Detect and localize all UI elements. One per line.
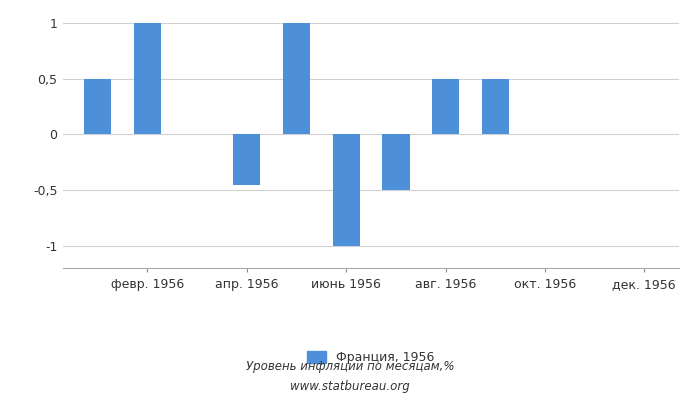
Bar — [283, 23, 310, 134]
Bar — [84, 79, 111, 134]
Bar — [432, 79, 459, 134]
Bar — [332, 134, 360, 246]
Text: Уровень инфляции по месяцам,%: Уровень инфляции по месяцам,% — [246, 360, 454, 373]
Text: www.statbureau.org: www.statbureau.org — [290, 380, 410, 393]
Legend: Франция, 1956: Франция, 1956 — [302, 346, 440, 369]
Bar — [382, 134, 410, 190]
Bar — [233, 134, 260, 184]
Bar — [482, 79, 509, 134]
Bar — [134, 23, 161, 134]
